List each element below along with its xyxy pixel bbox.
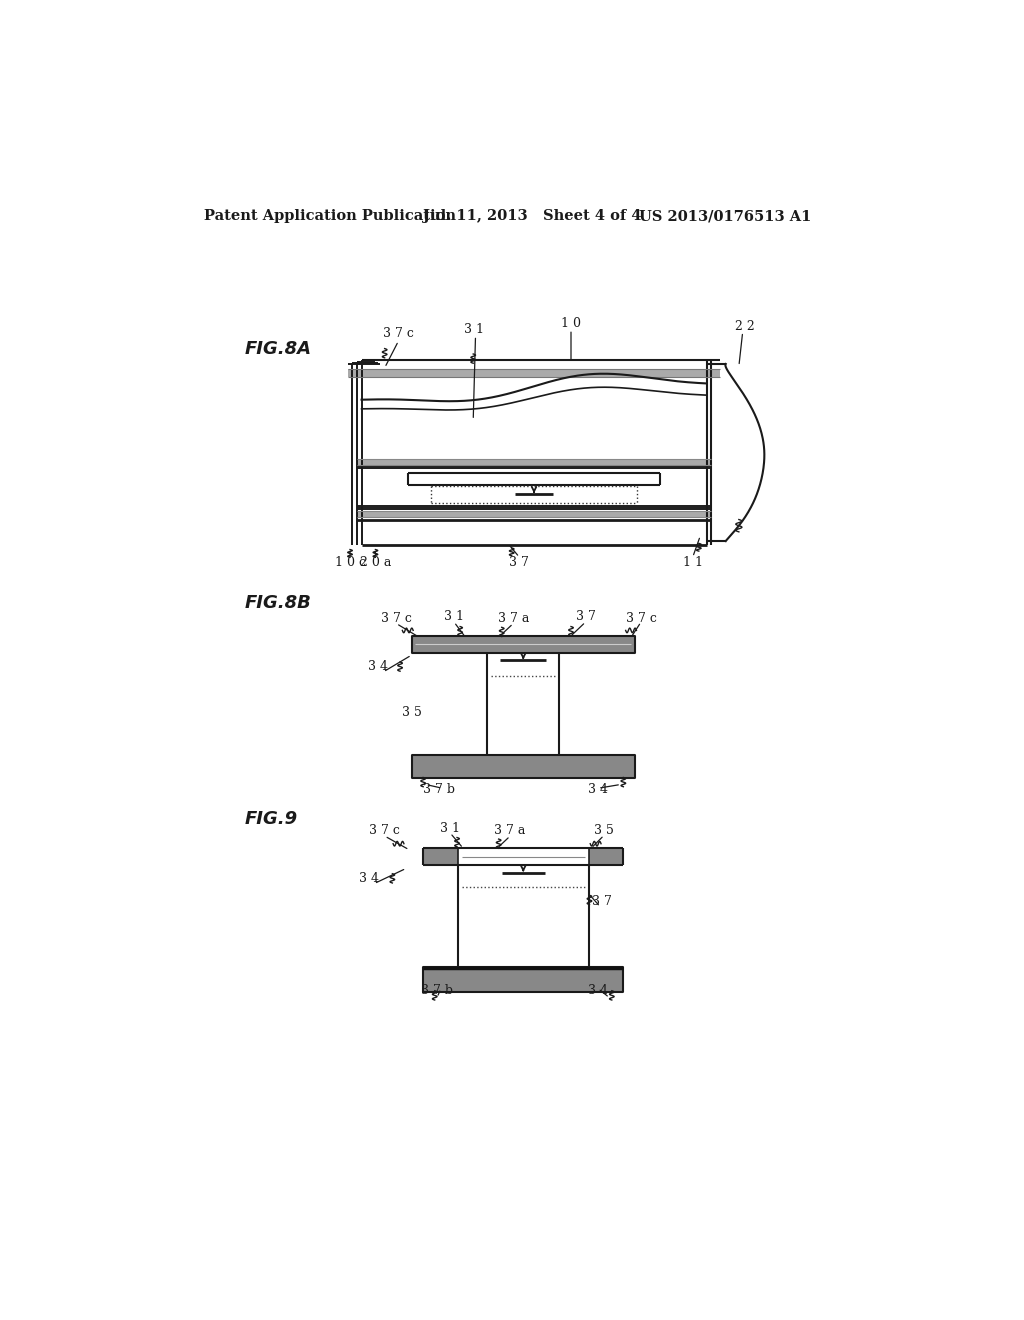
- Bar: [357, 504, 711, 510]
- Text: 1 0: 1 0: [561, 317, 581, 330]
- Text: 3 7 a: 3 7 a: [495, 824, 526, 837]
- Text: 3 7 b: 3 7 b: [421, 983, 453, 997]
- Text: FIG.8B: FIG.8B: [245, 594, 311, 611]
- Text: 1 1: 1 1: [683, 556, 702, 569]
- Text: US 2013/0176513 A1: US 2013/0176513 A1: [639, 209, 811, 223]
- Bar: [423, 966, 624, 991]
- Text: FIG.8A: FIG.8A: [245, 341, 311, 358]
- Text: FIG.9: FIG.9: [245, 810, 298, 828]
- Text: 3 5: 3 5: [401, 706, 422, 719]
- Text: 3 7: 3 7: [510, 556, 529, 569]
- Text: 3 7 c: 3 7 c: [626, 611, 656, 624]
- Text: 3 7 c: 3 7 c: [381, 611, 412, 624]
- Text: 3 7: 3 7: [592, 895, 611, 908]
- Text: 3 1: 3 1: [440, 822, 460, 834]
- Text: Patent Application Publication: Patent Application Publication: [204, 209, 456, 223]
- Text: 3 1: 3 1: [464, 323, 484, 335]
- Bar: [589, 849, 624, 866]
- Text: 3 5: 3 5: [594, 824, 614, 837]
- Text: 3 7: 3 7: [575, 610, 596, 623]
- Text: 3 4: 3 4: [588, 783, 608, 796]
- Text: 2 2: 2 2: [735, 319, 755, 333]
- Bar: [357, 511, 711, 517]
- Bar: [357, 459, 711, 465]
- Bar: [348, 370, 720, 378]
- Bar: [412, 636, 635, 653]
- Text: Jul. 11, 2013   Sheet 4 of 4: Jul. 11, 2013 Sheet 4 of 4: [423, 209, 642, 223]
- Text: 2 0 a: 2 0 a: [359, 556, 391, 569]
- Text: 3 1: 3 1: [444, 610, 464, 623]
- Text: 3 7 b: 3 7 b: [423, 783, 455, 796]
- Text: 3 7 c: 3 7 c: [370, 824, 400, 837]
- Text: 3 7 c: 3 7 c: [383, 327, 414, 341]
- Text: 3 4: 3 4: [359, 871, 379, 884]
- Text: 3 4: 3 4: [588, 983, 608, 997]
- Bar: [357, 465, 711, 470]
- Text: 3 4: 3 4: [369, 660, 388, 673]
- Text: 1 0 c: 1 0 c: [335, 556, 366, 569]
- Bar: [423, 849, 458, 866]
- Bar: [412, 755, 635, 779]
- Text: 3 7 a: 3 7 a: [498, 611, 529, 624]
